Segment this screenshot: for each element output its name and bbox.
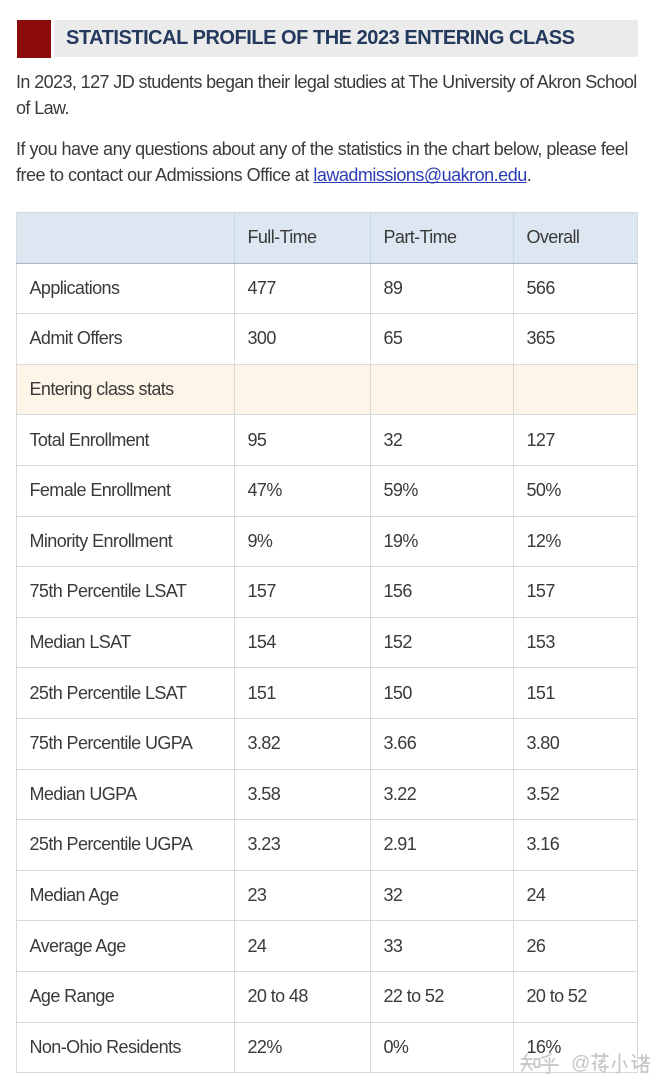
svg-text:@: @ bbox=[571, 1053, 590, 1074]
